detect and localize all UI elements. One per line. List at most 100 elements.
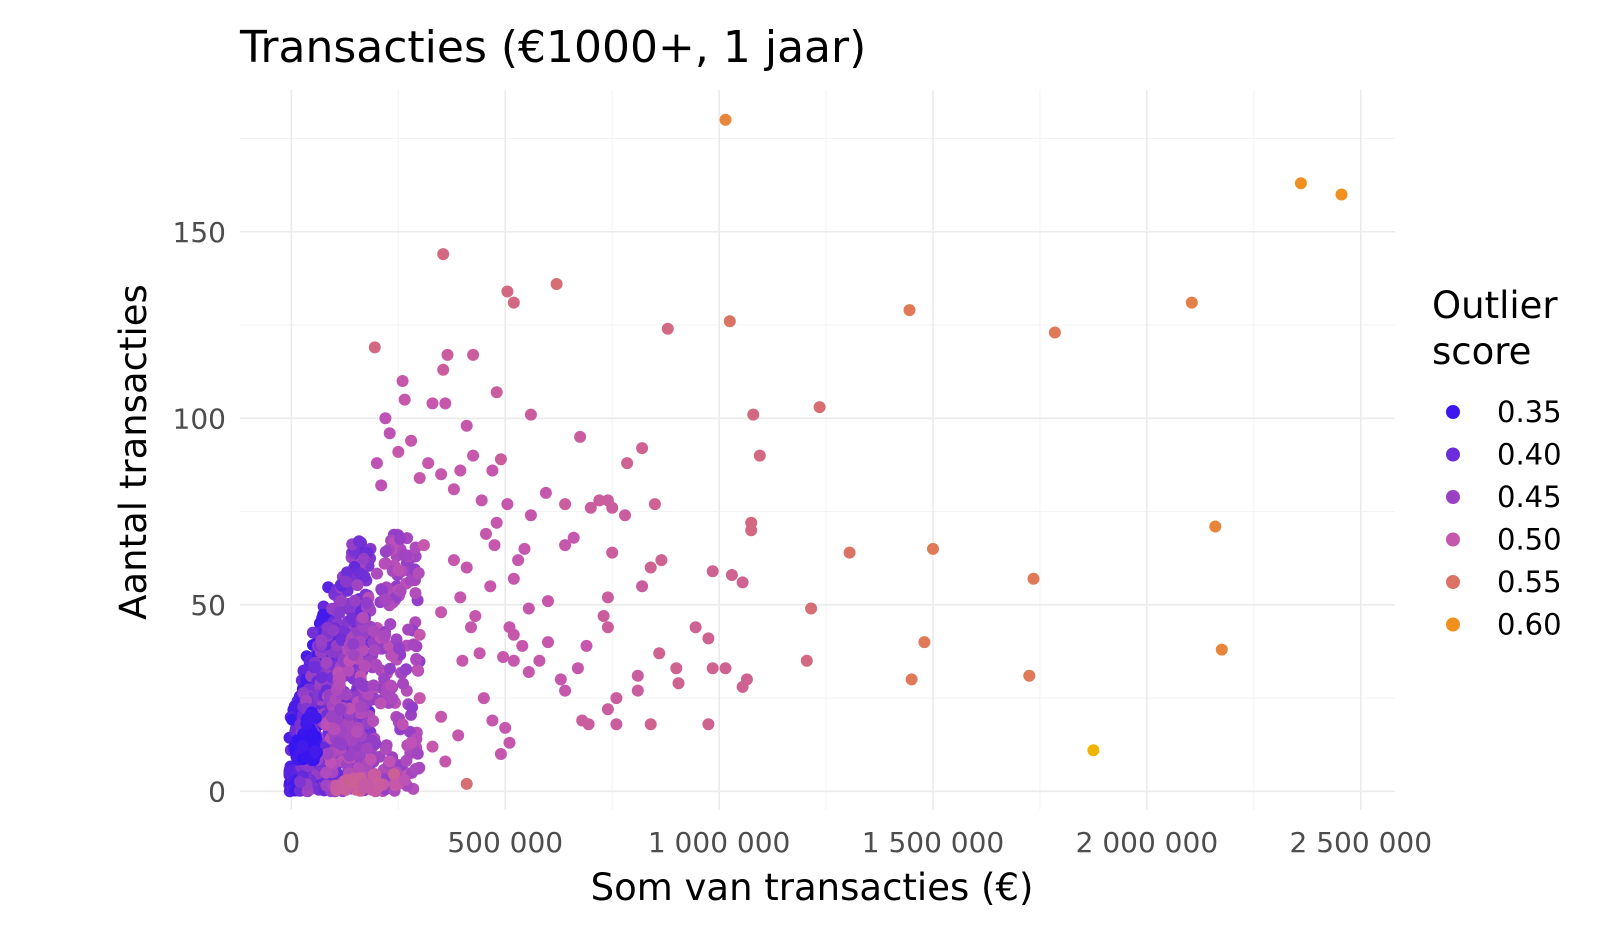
data-point <box>385 679 398 692</box>
data-point <box>379 743 392 755</box>
data-point <box>736 680 749 693</box>
data-point <box>574 430 587 443</box>
data-point <box>383 427 396 440</box>
data-point <box>351 579 364 592</box>
data-point <box>460 419 473 432</box>
data-point <box>518 542 531 555</box>
data-point <box>402 623 415 636</box>
data-point <box>398 393 411 406</box>
data-point <box>317 608 330 621</box>
data-point <box>601 494 614 507</box>
data-point <box>550 278 563 290</box>
data-point <box>501 498 514 511</box>
data-point <box>426 397 439 410</box>
data-point <box>486 714 499 727</box>
data-point <box>1335 188 1348 201</box>
data-point <box>522 666 535 678</box>
y-tick-label: 50 <box>190 589 226 622</box>
data-point <box>411 747 424 760</box>
data-point <box>335 738 348 751</box>
data-point <box>843 546 856 559</box>
data-point <box>1023 669 1036 682</box>
data-point <box>357 552 370 565</box>
data-point <box>903 304 916 317</box>
legend-label: 0.45 <box>1497 480 1562 514</box>
data-point <box>334 673 347 685</box>
data-point <box>672 677 685 690</box>
y-tick-label: 150 <box>173 216 226 249</box>
data-point <box>905 673 918 686</box>
data-point <box>567 531 580 544</box>
data-point <box>503 736 516 749</box>
data-point <box>621 457 634 470</box>
x-tick-label: 500 000 <box>447 826 563 859</box>
data-point <box>813 401 826 414</box>
data-point <box>631 684 644 697</box>
data-point <box>405 736 418 749</box>
data-point <box>373 780 386 793</box>
data-point <box>554 673 567 686</box>
y-axis-title: Aantal transacties <box>112 284 155 620</box>
data-point <box>702 718 715 731</box>
data-point <box>559 684 572 697</box>
data-point <box>800 654 813 667</box>
data-point <box>490 516 503 529</box>
data-point <box>601 703 614 716</box>
x-axis-ticks: 0 500 000 1 000 000 1 500 000 2 000 000 2 500… <box>282 826 1432 859</box>
data-point <box>571 662 584 675</box>
data-point <box>753 449 766 462</box>
data-point <box>1294 177 1307 190</box>
data-point <box>417 539 430 552</box>
data-point <box>484 580 497 593</box>
data-point <box>631 669 644 682</box>
data-point <box>339 575 352 588</box>
data-point <box>447 554 460 567</box>
data-point <box>559 498 572 511</box>
data-point <box>335 594 347 607</box>
data-point <box>320 766 332 779</box>
data-point <box>619 509 631 522</box>
x-axis-title: Som van transacties (€) <box>591 866 1034 909</box>
data-point <box>394 585 407 598</box>
data-point <box>422 457 435 470</box>
data-point <box>400 754 413 767</box>
data-point <box>375 479 388 492</box>
y-axis-ticks: 0 50 100 150 <box>173 216 226 809</box>
data-point <box>918 636 931 649</box>
data-point <box>367 679 380 692</box>
data-point <box>597 610 610 622</box>
legend-swatch <box>1446 617 1460 632</box>
data-point <box>499 721 512 734</box>
data-point <box>328 723 341 736</box>
data-point <box>325 710 338 723</box>
data-point <box>725 569 738 581</box>
data-point <box>406 701 419 714</box>
data-point <box>689 621 702 634</box>
data-point <box>670 662 683 675</box>
data-point <box>374 697 387 710</box>
data-point <box>524 408 537 421</box>
legend-label: 0.35 <box>1497 395 1562 429</box>
data-point <box>392 445 405 458</box>
data-point <box>524 509 537 522</box>
data-point <box>413 692 426 705</box>
data-point <box>306 730 319 743</box>
data-point <box>367 715 380 727</box>
data-point <box>409 763 422 775</box>
data-point <box>441 348 454 361</box>
data-point <box>396 718 409 731</box>
data-points <box>283 113 1348 798</box>
data-point <box>320 656 333 669</box>
legend-label: 0.40 <box>1497 438 1562 472</box>
data-point <box>501 285 514 298</box>
data-point <box>644 561 657 574</box>
data-point <box>394 533 407 545</box>
data-point <box>636 442 649 455</box>
data-point <box>601 621 614 634</box>
data-point <box>342 664 355 677</box>
data-point <box>437 363 450 376</box>
data-point <box>348 594 361 607</box>
data-point <box>507 628 520 641</box>
legend-swatch <box>1446 447 1460 462</box>
data-point <box>321 747 334 760</box>
